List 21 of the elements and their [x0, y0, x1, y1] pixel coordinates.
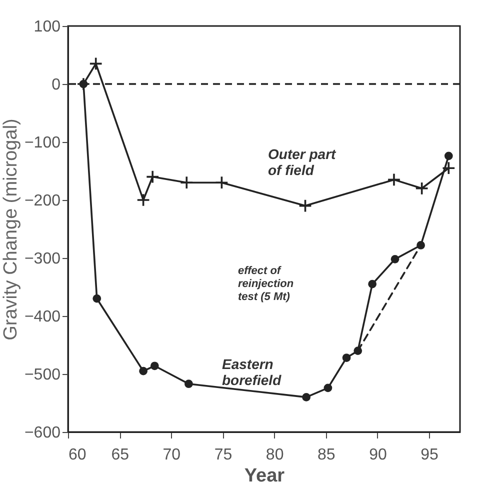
y-tick-label: −400 [24, 308, 61, 326]
x-tick-label: 80 [266, 446, 284, 464]
y-tick-label: 100 [34, 18, 61, 36]
y-tick-label: −500 [24, 366, 61, 384]
x-tick-label: 60 [68, 446, 86, 464]
y-tick-label: −100 [24, 134, 61, 152]
x-tick-label: 90 [369, 446, 387, 464]
annotation: effect of reinjection test (5 Mt) [238, 265, 294, 303]
x-axis-title: Year [244, 466, 286, 486]
annotation: Outer part of field [268, 146, 338, 178]
x-tick-label: 95 [420, 446, 439, 464]
y-tick-label: −600 [24, 424, 61, 442]
x-tick-label: 65 [111, 446, 130, 464]
x-tick-label: 75 [214, 446, 232, 464]
annotation: Eastern borefield [222, 356, 282, 388]
y-axis-title: Gravity Change (microgal) [0, 118, 22, 340]
x-tick-label: 70 [162, 446, 181, 464]
y-tick-label: 0 [52, 76, 61, 94]
y-tick-label: −300 [24, 250, 61, 268]
y-tick-label: −200 [24, 192, 61, 210]
x-tick-label: 85 [317, 446, 336, 464]
